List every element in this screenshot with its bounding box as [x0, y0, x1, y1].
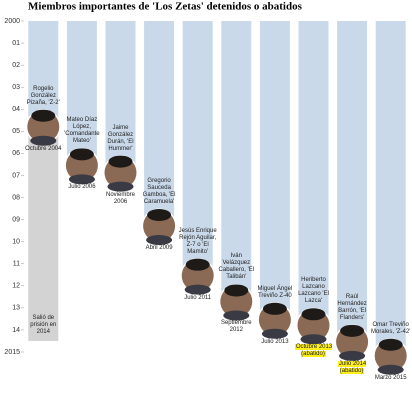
photo: [64, 147, 100, 185]
chart-title: Miembros importantes de 'Los Zetas' dete…: [28, 1, 303, 13]
bar: [182, 21, 213, 276]
y-tick-label: 2000: [4, 18, 20, 25]
bar: [375, 21, 406, 356]
date-text: Marzo 2015: [374, 374, 407, 381]
person-name: Gregorio Sauceda Gamboa, 'El Caramuela': [142, 178, 176, 205]
photo-shirt: [261, 328, 288, 339]
bar: [337, 21, 368, 342]
person-name: Iván Velázquez Caballero, 'El Talibán': [218, 253, 255, 281]
photo: [141, 208, 177, 246]
y-tick-label: 06: [12, 150, 20, 157]
photo-shirt: [377, 364, 404, 375]
bar: [259, 21, 290, 320]
bar: [66, 21, 97, 166]
date-text: Octubre 2013 (abatido): [294, 344, 333, 358]
date-label: Septiembre 2012: [216, 320, 256, 334]
photo: [373, 338, 409, 375]
date-label: Marzo 2015: [371, 375, 411, 382]
y-tick-label: 02: [12, 62, 20, 69]
annotation: Salió de prisión en 2014: [30, 314, 57, 335]
y-tick-label: 14: [12, 327, 20, 334]
person-name: Omar Treviño Morales, 'Z-42': [371, 321, 411, 335]
photo-hair: [69, 148, 94, 161]
person-name: Heriberto Lazcano Lazcano 'El Lazca': [298, 277, 329, 305]
bar: [105, 21, 136, 173]
photo-hair: [147, 209, 172, 222]
date-label: Julio 2006: [62, 184, 102, 191]
photo: [218, 283, 254, 321]
date-label: Julio 2013: [255, 339, 295, 346]
photo-hair: [224, 284, 249, 297]
y-tick-label: 04: [12, 106, 20, 113]
date-label: Abril 2009: [139, 245, 179, 252]
y-tick-label: 13: [12, 305, 20, 312]
y-tick-label: 03: [12, 84, 20, 91]
date-text: Julio 2014 (abatido): [337, 360, 367, 374]
photo-hair: [262, 302, 287, 315]
photo-shirt: [223, 310, 250, 321]
date-text: Septiembre 2012: [220, 320, 252, 334]
release-bar: [28, 126, 59, 341]
y-tick-label: 2015: [4, 349, 20, 356]
bar: [28, 21, 59, 127]
person-name: Miguel Ángel Treviño Z-40: [257, 285, 293, 299]
photo: [334, 324, 370, 361]
y-tick-label: 11: [13, 261, 20, 268]
photo-shirt: [107, 181, 134, 192]
y-tick-label: 07: [12, 172, 20, 179]
photo-hair: [185, 258, 210, 271]
photo-shirt: [146, 235, 173, 246]
photo: [296, 307, 331, 345]
photo-hair: [340, 324, 365, 337]
photo-hair: [108, 155, 133, 168]
bar: [144, 21, 175, 227]
photo: [180, 258, 216, 295]
date-label: Octubre 2013 (abatido): [294, 344, 334, 358]
date-text: Julio 2011: [184, 294, 212, 301]
photo-shirt: [184, 284, 211, 295]
photo-shirt: [300, 334, 327, 345]
photo-shirt: [68, 174, 95, 185]
person-name: Jesús Enrique Rejón Aguilar, Z-7 o 'El M…: [178, 227, 217, 255]
person-name: Mateo Díaz López, 'Comandante Mateo': [64, 117, 100, 145]
photo-hair: [378, 338, 403, 351]
y-tick-label: 05: [12, 128, 20, 135]
y-tick-label: 08: [12, 194, 20, 201]
photo-hair: [31, 109, 56, 122]
photo: [103, 155, 138, 192]
date-label: Julio 2011: [178, 295, 218, 302]
photo-shirt: [339, 350, 366, 361]
photo-hair: [301, 308, 326, 321]
photo: [257, 302, 293, 339]
date-label: Octubre 2004: [23, 146, 63, 153]
y-tick-label: 10: [12, 239, 20, 246]
bar: [298, 21, 329, 326]
date-label: Noviembre 2006: [101, 192, 141, 206]
date-text: Octubre 2004: [25, 145, 62, 152]
y-tick-label: 09: [12, 216, 20, 223]
date-text: Abril 2009: [145, 245, 173, 251]
person-name: Raúl Hernández Barrón, 'El Flanders': [337, 293, 367, 321]
bar: [221, 21, 252, 302]
date-text: Julio 2006: [68, 184, 96, 191]
person-name: Rogelio González Pizaña, 'Z-2': [26, 85, 60, 106]
person-name: Jaime González Durán, 'El Hummer': [107, 124, 134, 152]
date-text: Julio 2013: [261, 338, 289, 345]
date-text: Noviembre 2006: [105, 191, 135, 205]
y-tick-label: 01: [12, 40, 20, 47]
photo: [25, 109, 61, 146]
y-tick-label: 12: [12, 283, 20, 290]
photo-shirt: [30, 135, 57, 146]
date-label: Julio 2014 (abatido): [332, 360, 372, 375]
